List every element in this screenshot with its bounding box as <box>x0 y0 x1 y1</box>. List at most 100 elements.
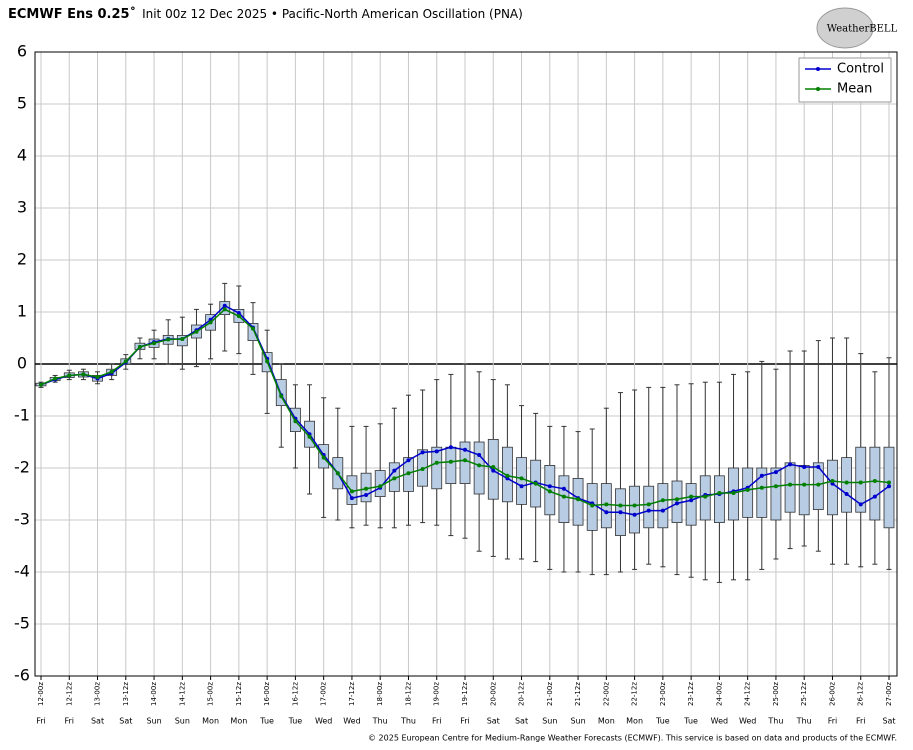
legend-dot <box>816 67 820 71</box>
y-tick-label: -6 <box>14 666 30 685</box>
series-point <box>858 502 863 507</box>
series-point <box>222 303 227 308</box>
x-tick-label: 25-12z <box>800 682 808 706</box>
chart-subtitle: Init 00z 12 Dec 2025 • Pacific-North Ame… <box>142 7 523 21</box>
series-point <box>180 337 185 342</box>
x-tick-label: 26-00z <box>828 682 836 706</box>
x-tick-label: 12-12z <box>65 682 73 706</box>
series-point <box>335 471 340 476</box>
series-point <box>675 501 679 506</box>
series-point <box>773 484 778 489</box>
series-point <box>463 458 467 463</box>
legend-label: Mean <box>837 82 872 97</box>
series-point <box>53 376 58 381</box>
series-point <box>349 496 354 501</box>
series-point <box>547 484 552 489</box>
x-tick-label: 23-00z <box>659 682 667 706</box>
x-tick-label: 15-12z <box>235 682 243 706</box>
day-label: Fri <box>856 717 866 726</box>
footer: © 2025 European Centre for Medium-Range … <box>368 734 897 743</box>
series-point <box>194 329 199 334</box>
box <box>643 485 655 529</box>
series-point <box>689 498 694 503</box>
series-point <box>406 458 411 463</box>
day-label: Thu <box>372 717 388 726</box>
box <box>714 475 725 523</box>
header: ECMWF Ens 0.25˚ Init 00z 12 Dec 2025 • Pa… <box>8 6 523 22</box>
box <box>841 457 852 513</box>
x-tick-label: 19-12z <box>461 682 469 706</box>
day-label: Tue <box>259 717 274 726</box>
day-label: Mon <box>598 717 615 726</box>
legend-dot <box>816 87 820 91</box>
y-tick-label: 1 <box>17 302 27 321</box>
series-point <box>519 476 524 481</box>
series-point <box>759 473 764 478</box>
series-point <box>576 497 581 502</box>
x-tick-label: 18-00z <box>376 682 384 706</box>
series-point <box>561 494 566 499</box>
series-point <box>830 479 835 483</box>
x-tick-label: 25-00z <box>772 682 780 706</box>
day-label: Tue <box>655 717 670 726</box>
series-point <box>448 445 453 450</box>
series-point <box>802 482 807 487</box>
box <box>855 446 867 513</box>
series-point <box>887 484 891 489</box>
day-label: Fri <box>36 717 46 726</box>
day-label: Sun <box>146 717 161 726</box>
series-point <box>477 453 482 457</box>
day-label: Mon <box>202 717 219 726</box>
box <box>784 462 796 513</box>
x-tick-label: 23-12z <box>687 682 695 706</box>
series-point <box>364 493 369 498</box>
y-tick-label: 4 <box>17 146 27 165</box>
series-point <box>236 314 241 319</box>
series-point <box>618 503 623 508</box>
x-tick-label: 14-00z <box>150 682 158 706</box>
x-tick-label: 19-00z <box>433 682 441 706</box>
box <box>869 446 881 521</box>
series-point <box>858 480 863 485</box>
box <box>431 446 443 490</box>
x-tick-label: 24-12z <box>744 682 752 706</box>
series-point <box>392 468 397 473</box>
series-point <box>660 508 665 513</box>
series-point <box>788 462 793 467</box>
day-label: Wed <box>315 717 332 726</box>
series-point <box>547 489 552 494</box>
x-tick-label: 21-00z <box>546 682 554 706</box>
x-tick-label: 17-00z <box>320 682 328 706</box>
x-tick-label: 15-00z <box>207 682 215 706</box>
day-label: Sat <box>119 717 132 726</box>
y-tick-label: 3 <box>17 198 27 217</box>
y-tick-label: -5 <box>14 614 30 633</box>
day-label: Wed <box>343 717 360 726</box>
series-point <box>265 359 270 364</box>
series-point <box>152 341 157 346</box>
series-point <box>208 320 213 325</box>
series-point <box>420 467 425 472</box>
day-label: Mon <box>230 717 247 726</box>
series-point <box>505 473 510 478</box>
x-tick-label: 16-00z <box>263 682 271 706</box>
series-point <box>123 359 128 364</box>
box <box>756 467 768 518</box>
series-point <box>816 482 821 487</box>
series-point <box>802 464 807 469</box>
series-point <box>434 449 439 454</box>
box <box>516 457 527 505</box>
series-point <box>717 490 722 495</box>
series-point <box>844 480 849 485</box>
series-point <box>646 502 651 507</box>
chart-title: ECMWF Ens 0.25˚ <box>8 6 136 22</box>
box <box>685 483 697 526</box>
box <box>770 467 782 521</box>
y-tick-label: -3 <box>14 510 30 529</box>
series-point <box>675 497 679 502</box>
series-point <box>67 373 72 378</box>
legend: Control Mean <box>798 57 892 103</box>
day-label: Sun <box>175 717 190 726</box>
day-label: Fri <box>460 717 470 726</box>
